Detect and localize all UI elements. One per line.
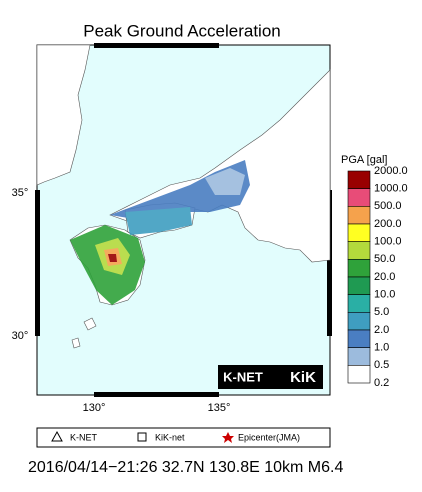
- scale-label: 2000.0: [374, 165, 408, 177]
- scale-label: 5.0: [374, 306, 389, 318]
- star-icon: [222, 432, 234, 443]
- frame-bars: [35, 43, 332, 397]
- scale-box: [347, 312, 371, 331]
- color-scale: 2000.0 1000.0 500.0 200.0 100.0 50.0 20.0 10.0 5…: [347, 165, 408, 389]
- scale-label: 1000.0: [374, 183, 408, 195]
- logo-knet: K-NET: [223, 369, 263, 384]
- scale-box: [347, 223, 371, 242]
- scale-box: [347, 347, 371, 366]
- lat-label: 35°: [12, 187, 29, 199]
- legend-entry: K-NET: [70, 432, 98, 442]
- station-colors: [70, 160, 250, 305]
- legend-entry: KiK-net: [155, 432, 185, 442]
- scale-label: 500.0: [374, 200, 402, 212]
- legend-box: [36, 427, 331, 448]
- scale-box: [347, 188, 371, 207]
- logo: K-NET KiK: [218, 365, 323, 389]
- scale-label: 1.0: [374, 342, 389, 354]
- scale-box: [347, 170, 371, 189]
- scale-label: 50.0: [374, 253, 395, 265]
- triangle-icon: [51, 430, 63, 442]
- scale-box: [347, 365, 371, 384]
- legend-entry: Epicenter(JMA): [238, 432, 300, 442]
- lon-label: 135°: [208, 402, 231, 414]
- scale-box: [347, 294, 371, 313]
- scale-label: 0.5: [374, 359, 389, 371]
- lon-label: 130°: [83, 402, 106, 414]
- caption: 2016/04/14−21:26 32.7N 130.8E 10km M6.4: [28, 459, 343, 476]
- square-icon: [137, 432, 147, 442]
- scale-label: 200.0: [374, 218, 402, 230]
- scale-label: 2.0: [374, 324, 389, 336]
- scale-box: [347, 241, 371, 260]
- scale-title: PGA [gal]: [341, 154, 387, 166]
- lat-label: 30°: [12, 330, 29, 342]
- scale-label: 100.0: [374, 236, 402, 248]
- scale-label: 20.0: [374, 271, 395, 283]
- title: Peak Ground Acceleration: [83, 21, 281, 40]
- logo-kik: KiK: [290, 369, 316, 386]
- scale-box: [347, 329, 371, 348]
- scale-box: [347, 259, 371, 278]
- scale-box: [347, 206, 371, 225]
- scale-box: [347, 276, 371, 295]
- scale-label: 0.2: [374, 377, 389, 389]
- scale-label: 10.0: [374, 289, 395, 301]
